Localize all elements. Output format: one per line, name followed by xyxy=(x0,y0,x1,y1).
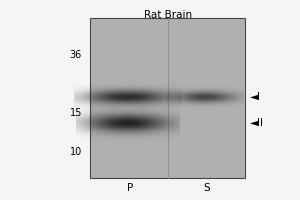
Text: S: S xyxy=(204,183,210,193)
Text: P: P xyxy=(127,183,133,193)
Text: ◄II: ◄II xyxy=(250,118,264,128)
Text: Rat Brain: Rat Brain xyxy=(144,10,192,20)
Text: 15: 15 xyxy=(70,108,82,118)
Text: ◄I: ◄I xyxy=(250,92,261,102)
Text: 10: 10 xyxy=(70,147,82,157)
Text: 36: 36 xyxy=(70,50,82,60)
Bar xyxy=(90,18,245,178)
